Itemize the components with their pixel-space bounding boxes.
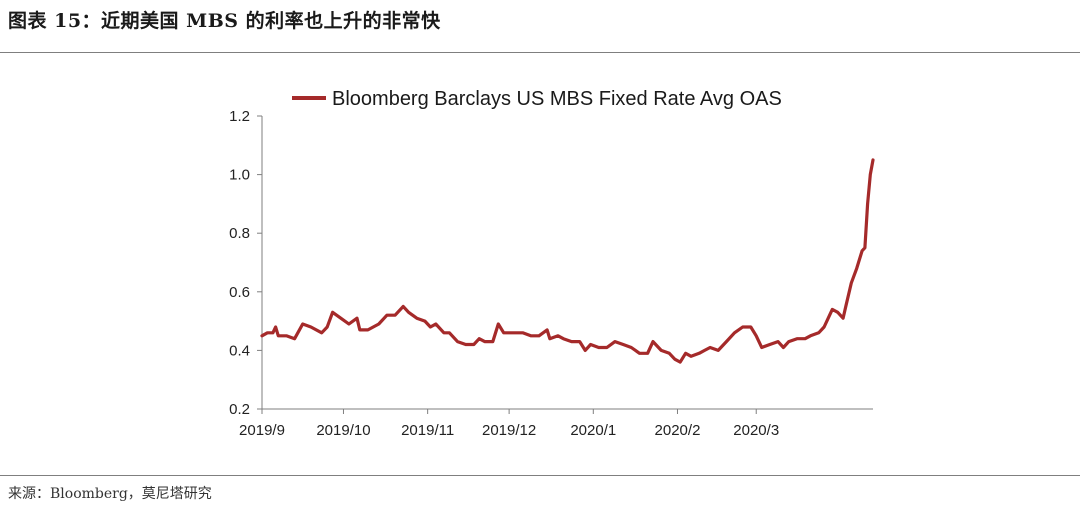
y-tick-label: 0.2 (229, 401, 250, 418)
y-tick-label: 1.0 (229, 167, 250, 184)
x-tick-label: 2020/1 (570, 422, 616, 439)
y-tick-label: 0.4 (229, 342, 250, 359)
x-tick-label: 2019/9 (239, 422, 285, 439)
y-tick-label: 0.6 (229, 284, 250, 301)
x-tick-label: 2019/11 (401, 422, 454, 439)
source-note: 来源：Bloomberg，莫尼塔研究 (8, 486, 212, 502)
line-chart: Bloomberg Barclays US MBS Fixed Rate Avg… (229, 88, 875, 439)
y-tick-label: 0.8 (229, 225, 250, 242)
x-tick-label: 2020/2 (655, 422, 701, 439)
figure-title: 图表 15：近期美国 MBS 的利率也上升的非常快 (8, 10, 441, 32)
x-tick-label: 2019/12 (482, 422, 536, 439)
y-axis: 0.2 0.4 0.6 0.8 1.0 1.2 (229, 108, 263, 418)
legend: Bloomberg Barclays US MBS Fixed Rate Avg… (292, 88, 782, 110)
legend-label: Bloomberg Barclays US MBS Fixed Rate Avg… (332, 88, 782, 110)
bottom-divider (0, 475, 1080, 476)
x-tick-label: 2019/10 (316, 422, 370, 439)
series-line-0 (260, 158, 875, 364)
series-layer (260, 158, 875, 364)
y-tick-label: 1.2 (229, 108, 250, 125)
top-divider (0, 52, 1080, 53)
x-tick-label: 2020/3 (733, 422, 779, 439)
x-axis: 2019/9 2019/10 2019/11 2019/12 2020/1 2020/2 2… (239, 408, 873, 439)
